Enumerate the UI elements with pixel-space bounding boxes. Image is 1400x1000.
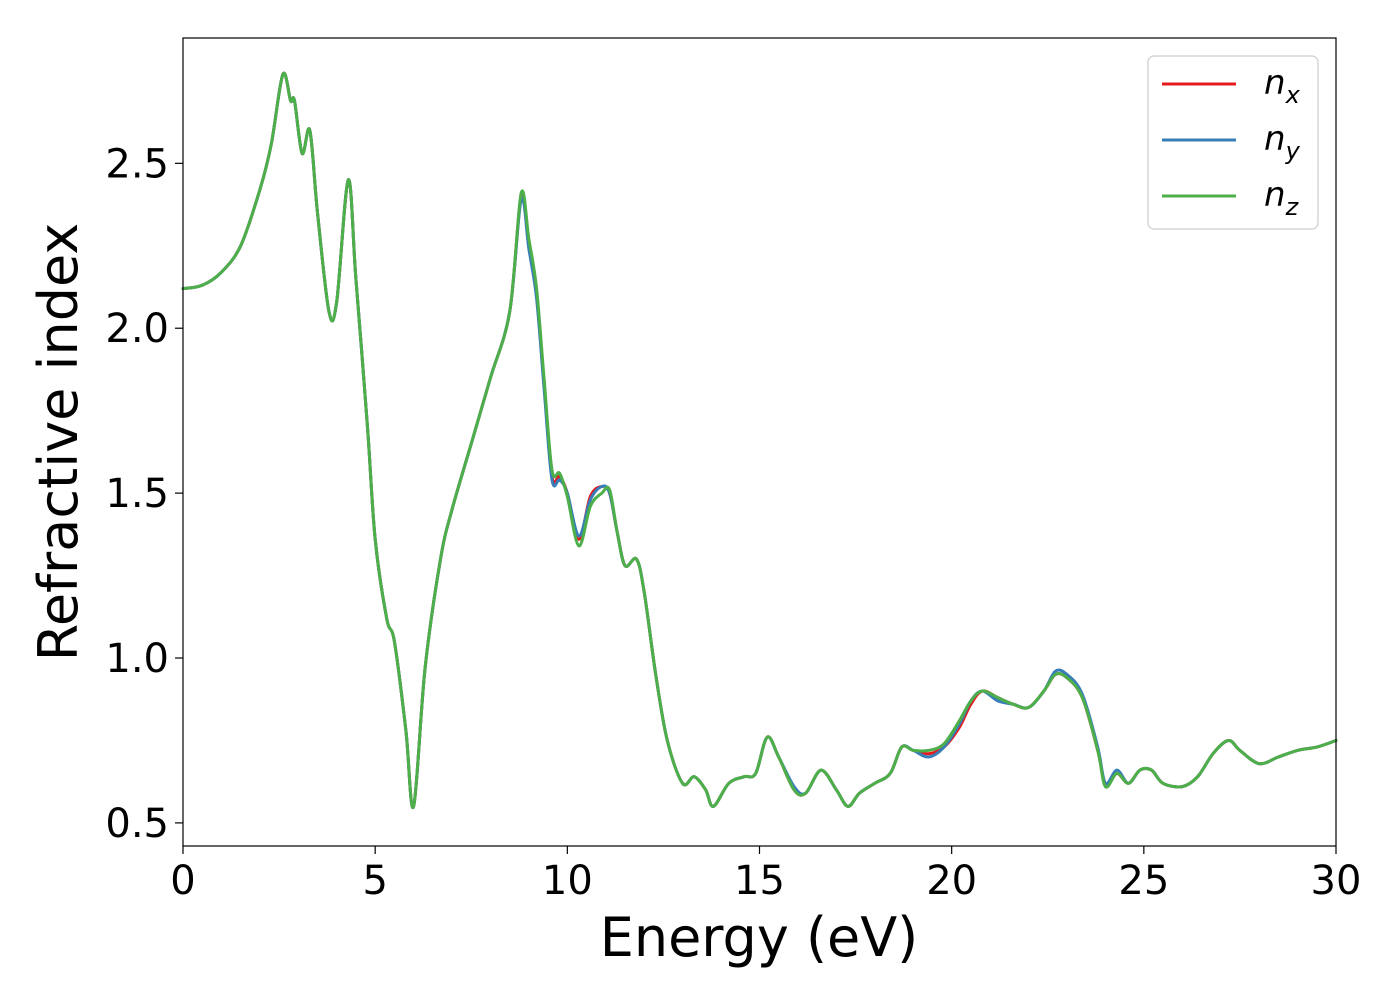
x-tick-label: 25 — [1118, 858, 1169, 904]
legend-label-ny: ny — [1264, 119, 1301, 165]
x-tick-label: 10 — [542, 858, 593, 904]
legend-box — [1147, 55, 1319, 230]
y-tick-label: 1.0 — [105, 636, 169, 682]
x-tick-label: 5 — [362, 858, 387, 904]
y-tick-label: 2.5 — [105, 141, 169, 187]
x-tick-label: 20 — [926, 858, 977, 904]
plot-background — [183, 38, 1336, 846]
legend-label-nx: nx — [1264, 63, 1301, 109]
x-tick-label: 15 — [734, 858, 785, 904]
series-lines — [181, 71, 1338, 810]
x-axis-label: Energy (eV) — [600, 906, 919, 969]
x-tick-label: 0 — [170, 858, 195, 904]
legend: nx ny nz — [1147, 55, 1319, 230]
series-line-nz — [181, 71, 1338, 810]
legend-label-nz: nz — [1264, 175, 1300, 221]
y-tick-label: 2.0 — [105, 306, 169, 352]
y-axis-label: Refractive index — [27, 223, 90, 662]
y-tick-label: 1.5 — [105, 471, 169, 517]
x-tick-label: 30 — [1311, 858, 1362, 904]
y-axis-ticks: 0.5 1.0 1.5 2.0 2.5 — [105, 141, 183, 847]
x-axis-ticks: 0 5 10 15 20 25 30 — [170, 846, 1361, 904]
y-tick-label: 0.5 — [105, 801, 169, 847]
